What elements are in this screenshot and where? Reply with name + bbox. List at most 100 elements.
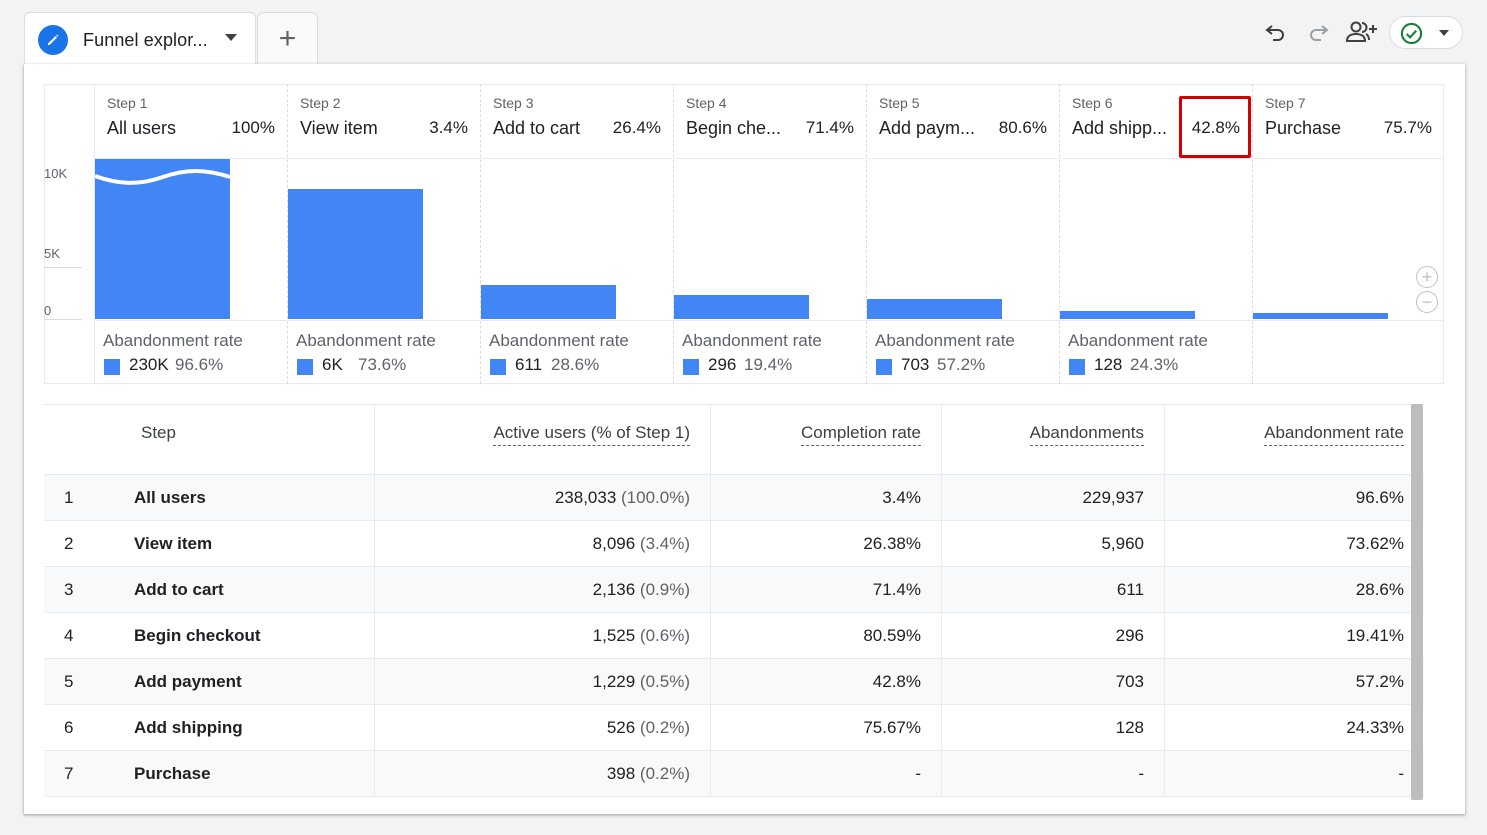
funnel-bar[interactable] <box>481 284 616 319</box>
abandonment-label: Abandonment rate <box>103 331 243 350</box>
funnel-bar[interactable] <box>867 299 1002 319</box>
chart-frame <box>44 84 1444 384</box>
completion-rate-cell: 42.8% <box>872 672 921 691</box>
step-name-cell: Add to cart <box>134 580 224 599</box>
step-completion-pct: 100% <box>231 118 275 137</box>
step-number: Step 5 <box>879 95 920 111</box>
abandonment-rate: 73.6% <box>358 355 407 374</box>
funnel-step-2[interactable]: Step 2 View item 3.4% Abandonment rate 6K 73.… <box>287 84 480 384</box>
funnel-step-4[interactable]: Step 4 Begin che... 71.4% Abandonment rate 2… <box>673 84 866 384</box>
abandonment-count: 6K <box>322 355 343 374</box>
abandonment-count: 230K <box>129 355 169 374</box>
active-users-cell: 398 (0.2%) <box>606 764 690 783</box>
column-divider <box>1164 404 1165 796</box>
table-row[interactable]: 3 Add to cart 2,136 (0.9%) 71.4% 611 28.6% <box>44 567 1424 613</box>
funnel-step-1[interactable]: Step 1 All users 100% Abandonment rate 230K 9… <box>94 84 287 384</box>
active-users-cell: 8,096 (3.4%) <box>592 534 690 553</box>
step-completion-pct: 3.4% <box>429 118 468 137</box>
step-name-cell: All users <box>134 488 206 507</box>
column-divider <box>941 404 942 796</box>
col-header-active-users[interactable]: Active users (% of Step 1) <box>374 405 710 476</box>
exploration-card: 10K 5K 0 Step 1 All users 100% Abandonment … <box>24 64 1465 814</box>
abandonment-rate-cell: 96.6% <box>1355 488 1404 507</box>
legend-swatch <box>297 359 313 375</box>
col-header-abandonment-rate[interactable]: Abandonment rate <box>1164 405 1424 476</box>
abandonments-cell: 128 <box>1115 718 1144 737</box>
step-name: All users <box>107 118 177 138</box>
exploration-tab[interactable]: Funnel explor... <box>24 12 256 66</box>
step-name-cell: Add shipping <box>134 718 243 737</box>
funnel-step-7[interactable]: Step 7 Purchase 75.7% <box>1252 84 1444 384</box>
plus-icon: + <box>278 21 297 55</box>
funnel-step-5[interactable]: Step 5 Add paym... 80.6% Abandonment rate 70… <box>866 84 1059 384</box>
share-users-icon[interactable] <box>1344 18 1380 46</box>
funnel-bar[interactable] <box>95 159 230 319</box>
step-name-cell: View item <box>134 534 213 553</box>
abandonment-label: Abandonment rate <box>489 331 629 350</box>
table-row[interactable]: 5 Add payment 1,229 (0.5%) 42.8% 703 57.2% <box>44 659 1424 705</box>
row-number: 5 <box>64 672 74 691</box>
completion-rate-cell: 26.38% <box>863 534 921 553</box>
add-tab-button[interactable]: + <box>257 12 318 64</box>
row-number: 6 <box>64 718 74 737</box>
legend-swatch <box>104 359 120 375</box>
funnel-bar[interactable] <box>288 189 423 319</box>
y-tick-label: 0 <box>44 303 52 318</box>
funnel-bar[interactable] <box>1060 310 1195 319</box>
chevron-down-icon <box>1439 30 1449 36</box>
table-row[interactable]: 6 Add shipping 526 (0.2%) 75.67% 128 24.33% <box>44 705 1424 751</box>
funnel-table: Step Active users (% of Step 1) Completi… <box>44 404 1424 797</box>
abandonment-rate-cell: 24.33% <box>1346 718 1404 737</box>
step-abandonment: Abandonment rate 6K 73.6% <box>288 320 480 384</box>
step-name: Add paym... <box>879 118 976 138</box>
abandonment-rate: 19.4% <box>744 355 793 374</box>
funnel-chart: 10K 5K 0 Step 1 All users 100% Abandonment … <box>44 84 1444 384</box>
column-divider <box>710 404 711 796</box>
table-scrollbar[interactable] <box>1411 404 1423 800</box>
abandonment-count: 128 <box>1094 355 1123 374</box>
abandonments-cell: - <box>1138 764 1144 783</box>
highlight-box <box>1179 96 1251 158</box>
completion-rate-cell: 71.4% <box>872 580 921 599</box>
step-header: Step 4 Begin che... 71.4% <box>674 84 866 159</box>
abandonment-rate: 96.6% <box>175 355 224 374</box>
y-gridline <box>44 319 82 320</box>
abandonments-cell: 5,960 <box>1101 534 1144 553</box>
col-header-abandonments[interactable]: Abandonments <box>941 405 1164 476</box>
y-axis: 10K 5K 0 <box>44 159 94 320</box>
table-row[interactable]: 2 View item 8,096 (3.4%) 26.38% 5,960 73.62% <box>44 521 1424 567</box>
column-divider <box>374 404 375 796</box>
save-status-dropdown[interactable] <box>1389 16 1463 49</box>
funnel-step-3[interactable]: Step 3 Add to cart 26.4% Abandonment rate 61… <box>480 84 673 384</box>
redo-icon[interactable] <box>1305 18 1333 46</box>
legend-swatch <box>683 359 699 375</box>
table-row[interactable]: 1 All users 238,033 (100.0%) 3.4% 229,937 96.… <box>44 475 1424 521</box>
active-users-cell: 1,229 (0.5%) <box>592 672 690 691</box>
undo-icon[interactable] <box>1261 18 1289 46</box>
pencil-icon[interactable] <box>38 25 68 55</box>
funnel-step-6[interactable]: Step 6 Add shipp... 42.8% Abandonment rate 1… <box>1059 84 1252 384</box>
table-row[interactable]: 7 Purchase 398 (0.2%) - - - <box>44 751 1424 797</box>
step-completion-pct: 26.4% <box>612 118 661 137</box>
step-number: Step 4 <box>686 95 727 111</box>
chevron-down-icon[interactable] <box>225 34 237 41</box>
table-row[interactable]: 4 Begin checkout 1,525 (0.6%) 80.59% 296 19.4… <box>44 613 1424 659</box>
abandonments-cell: 229,937 <box>1082 488 1144 507</box>
zoom-out-icon[interactable]: − <box>1416 291 1438 313</box>
funnel-bar[interactable] <box>1253 312 1388 319</box>
abandonments-cell: 703 <box>1115 672 1144 691</box>
abandonment-rate: 24.3% <box>1130 355 1179 374</box>
y-tick-label: 5K <box>44 246 60 261</box>
step-name-cell: Begin checkout <box>134 626 261 645</box>
step-header: Step 1 All users 100% <box>95 84 287 159</box>
abandonment-rate-cell: - <box>1398 764 1404 783</box>
step-name: Add shipp... <box>1072 118 1168 138</box>
tab-bar: Funnel explor... + <box>0 0 1487 66</box>
col-header-completion-rate[interactable]: Completion rate <box>710 405 941 476</box>
completion-rate-cell: 80.59% <box>863 626 921 645</box>
abandonment-rate-cell: 28.6% <box>1355 580 1404 599</box>
zoom-in-icon[interactable]: + <box>1416 266 1438 288</box>
abandonments-cell: 296 <box>1115 626 1144 645</box>
funnel-bar[interactable] <box>674 294 809 319</box>
col-header-step[interactable]: Step <box>141 423 176 442</box>
